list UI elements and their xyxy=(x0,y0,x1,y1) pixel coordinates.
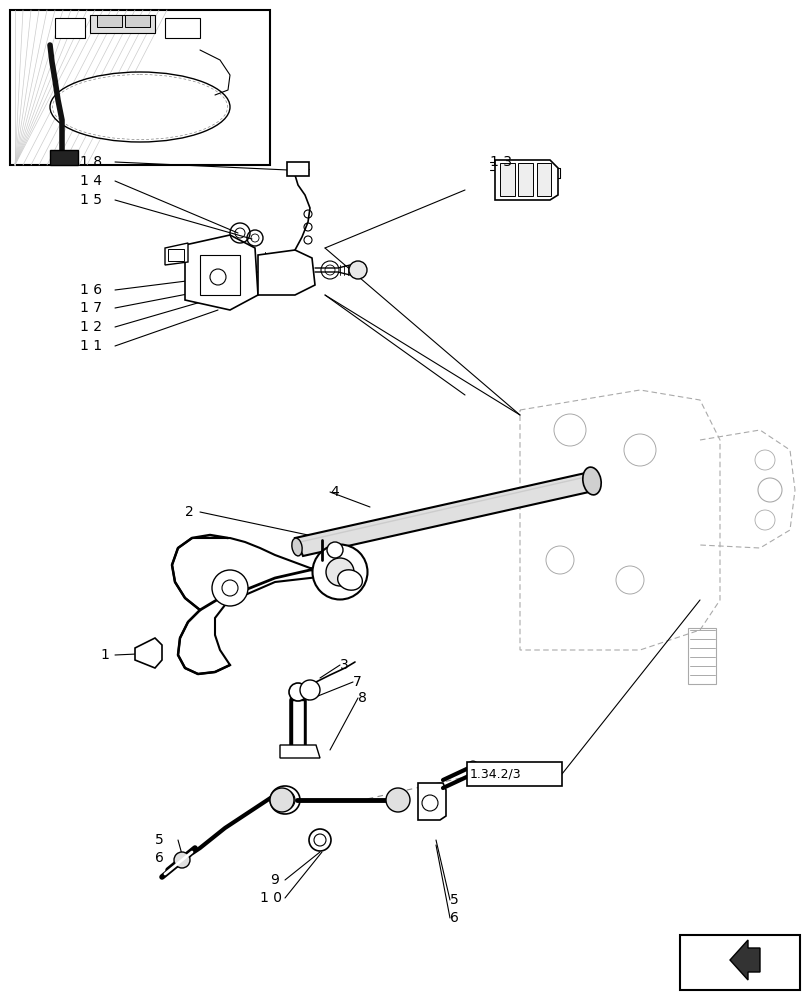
Text: 1 3: 1 3 xyxy=(489,155,512,169)
Bar xyxy=(500,163,514,196)
Text: 3: 3 xyxy=(340,658,348,672)
Circle shape xyxy=(467,761,478,771)
Bar xyxy=(165,18,200,38)
Circle shape xyxy=(349,261,367,279)
Polygon shape xyxy=(280,745,320,758)
Polygon shape xyxy=(418,783,445,820)
Bar xyxy=(679,935,799,990)
Polygon shape xyxy=(165,243,188,265)
Text: 1.34.2/3: 1.34.2/3 xyxy=(470,767,521,780)
Circle shape xyxy=(325,558,354,586)
Polygon shape xyxy=(258,250,315,295)
Circle shape xyxy=(174,852,190,868)
Text: 8: 8 xyxy=(358,691,367,705)
Bar xyxy=(125,15,150,27)
Ellipse shape xyxy=(312,544,367,599)
Circle shape xyxy=(327,542,342,558)
Text: 1 6: 1 6 xyxy=(80,283,102,297)
Bar xyxy=(55,18,85,38)
Text: 6: 6 xyxy=(449,911,458,925)
Text: 1: 1 xyxy=(100,648,109,662)
Bar xyxy=(536,163,551,196)
Polygon shape xyxy=(729,940,759,980)
Text: 9: 9 xyxy=(270,873,278,887)
Text: 5: 5 xyxy=(155,833,164,847)
Bar xyxy=(90,15,155,33)
Text: 1 7: 1 7 xyxy=(80,301,102,315)
Ellipse shape xyxy=(582,467,600,495)
Text: 1 0: 1 0 xyxy=(260,891,281,905)
Circle shape xyxy=(289,683,307,701)
Bar xyxy=(97,15,122,27)
Text: 1 4: 1 4 xyxy=(80,174,102,188)
Ellipse shape xyxy=(50,72,230,142)
Text: 1 5: 1 5 xyxy=(80,193,102,207)
Circle shape xyxy=(385,788,410,812)
Circle shape xyxy=(467,769,478,779)
Circle shape xyxy=(270,788,294,812)
Text: 1 1: 1 1 xyxy=(80,339,102,353)
Circle shape xyxy=(212,570,247,606)
Ellipse shape xyxy=(337,570,362,590)
Bar xyxy=(292,700,303,748)
Polygon shape xyxy=(135,638,162,668)
Text: 5: 5 xyxy=(449,893,458,907)
Bar xyxy=(168,249,184,261)
Text: 1 2: 1 2 xyxy=(80,320,102,334)
Ellipse shape xyxy=(291,538,302,556)
Bar xyxy=(286,162,309,176)
Text: 6: 6 xyxy=(155,851,164,865)
Polygon shape xyxy=(172,538,335,674)
Polygon shape xyxy=(294,472,597,556)
Text: 4: 4 xyxy=(329,485,338,499)
Text: 1 8: 1 8 xyxy=(80,155,102,169)
Circle shape xyxy=(299,680,320,700)
Bar xyxy=(687,628,715,684)
Circle shape xyxy=(275,790,294,810)
Text: 7: 7 xyxy=(353,675,362,689)
Text: 2: 2 xyxy=(185,505,194,519)
Bar xyxy=(517,163,532,196)
Bar xyxy=(10,10,270,165)
Bar xyxy=(466,762,561,786)
Polygon shape xyxy=(50,150,78,165)
Polygon shape xyxy=(495,160,557,200)
Ellipse shape xyxy=(270,786,299,814)
Polygon shape xyxy=(185,235,258,310)
Bar xyxy=(200,255,240,295)
